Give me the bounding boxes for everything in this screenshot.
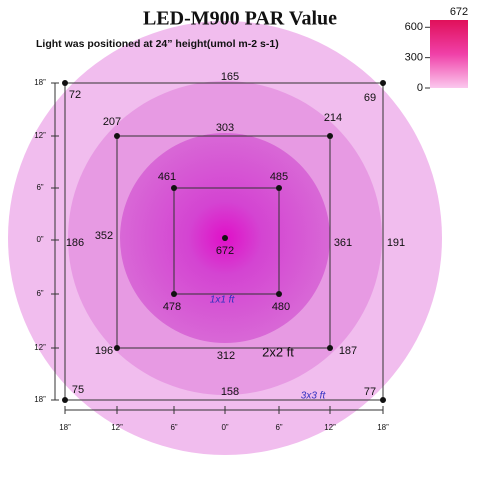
measure-point <box>222 235 228 241</box>
square-label: 1x1 ft <box>210 295 236 306</box>
x-axis-label: 0” <box>221 423 228 432</box>
measure-point <box>276 185 282 191</box>
par-reading: 207 <box>103 116 121 128</box>
par-reading: 72 <box>69 89 81 101</box>
par-reading: 480 <box>272 301 290 313</box>
par-reading: 77 <box>364 386 376 398</box>
measure-point <box>380 80 386 86</box>
colorbar-tick-label: 600 <box>405 21 423 33</box>
par-reading: 191 <box>387 237 405 249</box>
par-reading: 165 <box>221 71 239 83</box>
y-axis-label: 12” <box>34 343 46 352</box>
x-axis-label: 6” <box>275 423 282 432</box>
par-reading: 75 <box>72 384 84 396</box>
par-reading: 478 <box>163 301 181 313</box>
measure-point <box>171 291 177 297</box>
par-reading: 361 <box>334 237 352 249</box>
y-axis-label: 0” <box>36 235 43 244</box>
par-reading: 672 <box>216 245 234 257</box>
colorbar <box>430 20 468 88</box>
square-label: 2x2 ft <box>262 344 294 359</box>
title: LED-M900 PAR Value <box>143 8 337 30</box>
par-reading: 312 <box>217 350 235 362</box>
par-reading: 196 <box>95 345 113 357</box>
x-axis-label: 12” <box>324 423 336 432</box>
measure-point <box>380 397 386 403</box>
par-reading: 186 <box>66 237 84 249</box>
x-axis-label: 12” <box>111 423 123 432</box>
measure-point <box>327 345 333 351</box>
measure-point <box>276 291 282 297</box>
par-reading: 187 <box>339 345 357 357</box>
measure-point <box>62 397 68 403</box>
y-axis-label: 12” <box>34 131 46 140</box>
y-axis-label: 18” <box>34 78 46 87</box>
measure-point <box>171 185 177 191</box>
colorbar-max: 672 <box>450 6 468 18</box>
par-reading: 158 <box>221 386 239 398</box>
x-axis-label: 6” <box>170 423 177 432</box>
square-label: 3x3 ft <box>301 391 327 402</box>
par-reading: 461 <box>158 171 176 183</box>
par-reading: 69 <box>364 92 376 104</box>
par-reading: 485 <box>270 171 288 183</box>
measure-point <box>62 80 68 86</box>
par-reading: 214 <box>324 112 342 124</box>
par-reading: 303 <box>216 122 234 134</box>
measure-point <box>114 345 120 351</box>
par-reading: 352 <box>95 230 113 242</box>
x-axis-label: 18” <box>59 423 71 432</box>
measure-point <box>114 133 120 139</box>
y-axis-label: 6” <box>36 183 43 192</box>
colorbar-tick-label: 0 <box>417 82 423 94</box>
subtitle: Light was positioned at 24” height(umol … <box>36 38 279 50</box>
y-axis-label: 18” <box>34 395 46 404</box>
measure-point <box>327 133 333 139</box>
x-axis-label: 18” <box>377 423 389 432</box>
colorbar-tick-label: 300 <box>405 52 423 64</box>
y-axis-label: 6” <box>36 289 43 298</box>
